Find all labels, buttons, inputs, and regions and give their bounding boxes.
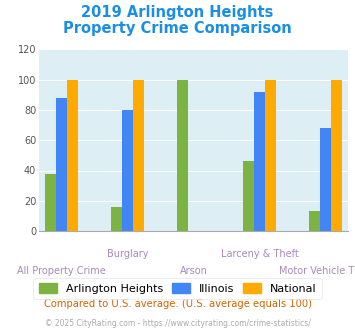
Bar <box>67 80 78 231</box>
Text: Arson: Arson <box>180 266 207 276</box>
Text: All Property Crime: All Property Crime <box>17 266 105 276</box>
Legend: Arlington Heights, Illinois, National: Arlington Heights, Illinois, National <box>33 278 322 299</box>
Bar <box>122 110 133 231</box>
Bar <box>177 80 188 231</box>
Text: Property Crime Comparison: Property Crime Comparison <box>63 21 292 36</box>
Bar <box>254 92 265 231</box>
Text: © 2025 CityRating.com - https://www.cityrating.com/crime-statistics/: © 2025 CityRating.com - https://www.city… <box>45 319 310 328</box>
Bar <box>56 98 67 231</box>
Bar <box>243 161 254 231</box>
Text: Motor Vehicle Theft: Motor Vehicle Theft <box>279 266 355 276</box>
Bar <box>320 128 331 231</box>
Bar <box>133 80 144 231</box>
Text: Larceny & Theft: Larceny & Theft <box>221 249 299 259</box>
Bar <box>111 207 122 231</box>
Text: 2019 Arlington Heights: 2019 Arlington Heights <box>81 5 274 20</box>
Bar <box>265 80 276 231</box>
Text: Burglary: Burglary <box>106 249 148 259</box>
Bar <box>45 174 56 231</box>
Text: Compared to U.S. average. (U.S. average equals 100): Compared to U.S. average. (U.S. average … <box>44 299 311 309</box>
Bar <box>331 80 342 231</box>
Bar <box>309 211 320 231</box>
